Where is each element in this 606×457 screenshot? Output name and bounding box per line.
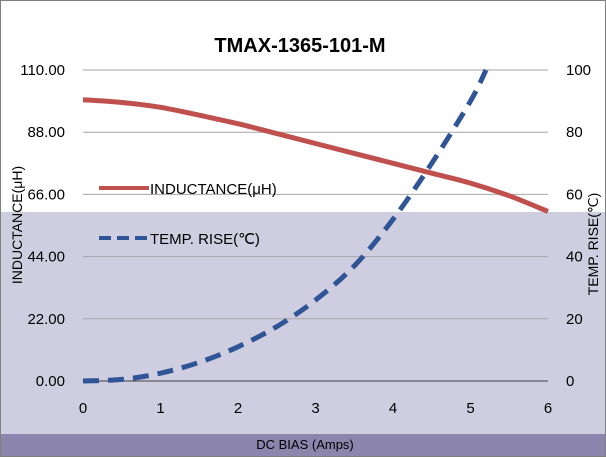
grid-lines [83,69,548,320]
x-tick-label: 2 [234,400,242,417]
y-right-tick-label: 60 [566,186,583,203]
bottom-bar [0,434,606,457]
y-left-tick-label: 44.00 [27,249,65,266]
x-tick-labels: 0 1 2 3 4 5 6 [79,400,552,417]
series-layer [82,68,549,384]
y-right-tick-label: 80 [566,124,583,141]
x-axis-label: DC BIAS (Amps) [256,437,354,452]
legend: INDUCTANCE(μH) TEMP. RISE(℃) [99,181,277,248]
y-left-axis-label: INDUCTANCE(μH) [9,166,25,284]
y-left-tick-labels: 0.00 22.00 44.00 66.00 88.00 110.00 [20,62,65,390]
chart-title: TMAX-1365-101-M [214,35,385,57]
legend-label-inductance: INDUCTANCE(μH) [150,181,277,198]
x-tick-label: 1 [156,400,164,417]
y-left-tick-label: 110.00 [20,62,65,79]
y-left-tick-label: 0.00 [36,373,65,390]
x-tick-label: 6 [544,400,552,417]
y-right-axis-label: TEMP. RISE(℃) [585,193,601,296]
x-tick-label: 3 [311,400,319,417]
x-tick-label: 5 [466,400,474,417]
x-tick-label: 0 [79,400,87,417]
y-right-tick-label: 0 [566,373,574,390]
y-right-tick-label: 20 [566,311,583,328]
series-line-inductance [82,97,549,214]
x-tick-label: 4 [389,400,397,417]
y-left-tick-label: 22.00 [27,311,65,328]
y-right-tick-labels: 0 20 40 60 80 100 [566,62,591,390]
y-left-tick-label: 88.00 [27,124,65,141]
series-line-temp-rise [82,68,489,384]
y-right-tick-label: 40 [566,249,583,266]
y-left-tick-label: 66.00 [27,186,65,203]
y-right-tick-label: 100 [566,62,591,79]
legend-label-temp-rise: TEMP. RISE(℃) [150,231,260,248]
shaded-band [0,212,606,434]
